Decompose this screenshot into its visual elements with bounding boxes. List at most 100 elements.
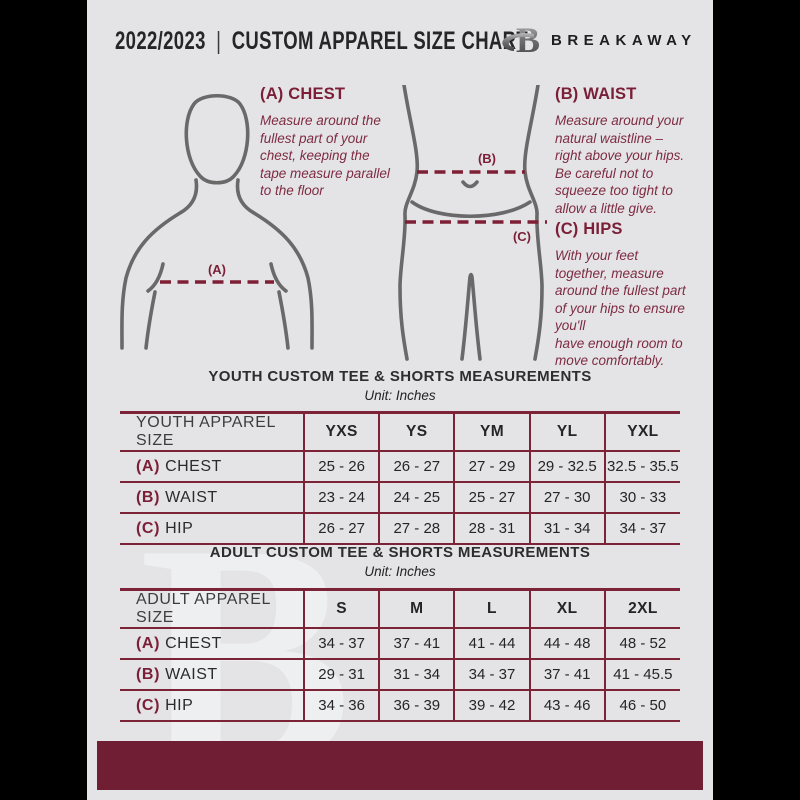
measure-value: 31 - 34 bbox=[378, 658, 455, 690]
measure-value: 41 - 45.5 bbox=[603, 658, 680, 690]
measure-value: 44 - 48 bbox=[528, 627, 605, 659]
row-prefix: (A) bbox=[136, 634, 161, 652]
adult-table-title: ADULT CUSTOM TEE & SHORTS MEASUREMENTS bbox=[209, 544, 591, 561]
measure-value: 27 - 30 bbox=[528, 481, 605, 513]
adult-size-header: ADULT APPAREL SIZE bbox=[136, 591, 271, 626]
measure-value: 34 - 37 bbox=[453, 658, 530, 690]
measure-value: 46 - 50 bbox=[603, 689, 680, 721]
adult-size-col: M bbox=[378, 589, 455, 628]
hips-instruction-body: With your feet together, measure around … bbox=[555, 248, 686, 369]
youth-size-header: YOUTH APPAREL SIZE bbox=[136, 414, 276, 449]
right-inner-arm bbox=[277, 290, 290, 350]
chest-instruction-body: Measure around the fullest part of your … bbox=[260, 113, 390, 199]
adult-table-title-block: ADULT CUSTOM TEE & SHORTS MEASUREMENTS U… bbox=[120, 544, 680, 579]
left-armpit bbox=[146, 262, 165, 293]
row-label: (B) WAIST bbox=[120, 658, 305, 690]
chest-instruction: (A) CHEST Measure around the fullest par… bbox=[260, 85, 460, 200]
row-prefix: (B) bbox=[136, 665, 161, 683]
hip-line-label: (C) bbox=[513, 229, 531, 244]
adult-hip-row: (C) HIP 34 - 36 36 - 39 39 - 42 43 - 46 … bbox=[120, 689, 680, 721]
row-name: WAIST bbox=[165, 665, 218, 683]
row-prefix: (C) bbox=[136, 519, 161, 537]
title-divider: | bbox=[216, 27, 222, 55]
waist-hips-figure: (B) (C) bbox=[398, 85, 547, 361]
measure-value: 36 - 39 bbox=[378, 689, 455, 721]
measure-value: 26 - 27 bbox=[303, 512, 380, 544]
chest-instruction-heading: (A) CHEST bbox=[260, 85, 346, 103]
hip-curve bbox=[410, 200, 532, 219]
row-name: CHEST bbox=[165, 634, 222, 652]
measure-value: 28 - 31 bbox=[453, 512, 530, 544]
left-body-side bbox=[398, 85, 420, 361]
measure-value: 29 - 31 bbox=[303, 658, 380, 690]
adult-header-row: ADULT APPAREL SIZE S M L XL 2XL bbox=[120, 589, 680, 628]
youth-size-col: YXS bbox=[303, 412, 380, 451]
measure-value: 41 - 44 bbox=[453, 627, 530, 659]
measure-value: 25 - 26 bbox=[303, 450, 380, 482]
measure-value: 37 - 41 bbox=[528, 658, 605, 690]
logo-letter: B bbox=[516, 20, 540, 60]
adult-size-col: 2XL bbox=[603, 589, 680, 628]
size-chart-page: 2022/2023 | CUSTOM APPAREL SIZE CHART B BR… bbox=[87, 0, 713, 800]
right-body-side bbox=[522, 85, 544, 361]
row-label: (C) HIP bbox=[120, 689, 305, 721]
youth-waist-row: (B) WAIST 23 - 24 24 - 25 25 - 27 27 - 3… bbox=[120, 481, 680, 513]
row-label: (B) WAIST bbox=[120, 481, 305, 513]
measure-value: 43 - 46 bbox=[528, 689, 605, 721]
measure-value: 37 - 41 bbox=[378, 627, 455, 659]
youth-header-row: YOUTH APPAREL SIZE YXS YS YM YL YXL bbox=[120, 412, 680, 451]
waist-instruction-body: Measure around your natural waistline – … bbox=[555, 113, 685, 216]
youth-size-col: YS bbox=[378, 412, 455, 451]
row-prefix: (C) bbox=[136, 696, 161, 714]
row-name: WAIST bbox=[165, 488, 218, 506]
adult-size-col: S bbox=[303, 589, 380, 628]
adult-size-col: L bbox=[453, 589, 530, 628]
measure-value: 25 - 27 bbox=[453, 481, 530, 513]
hips-instruction-heading: (C) HIPS bbox=[555, 220, 623, 238]
measure-value: 29 - 32.5 bbox=[528, 450, 605, 482]
row-label: (A) CHEST bbox=[120, 627, 305, 659]
left-inner-arm bbox=[144, 290, 157, 350]
footer-accent-bar bbox=[97, 741, 703, 790]
inner-leg-lines bbox=[460, 272, 482, 361]
right-shoulder-arm bbox=[235, 178, 314, 350]
youth-chest-row: (A) CHEST 25 - 26 26 - 27 27 - 29 29 - 3… bbox=[120, 450, 680, 482]
measure-value: 26 - 27 bbox=[378, 450, 455, 482]
measure-value: 27 - 28 bbox=[378, 512, 455, 544]
youth-table-title-block: YOUTH CUSTOM TEE & SHORTS MEASUREMENTS U… bbox=[120, 368, 680, 403]
row-name: HIP bbox=[165, 519, 194, 537]
measure-value: 23 - 24 bbox=[303, 481, 380, 513]
measure-value: 34 - 37 bbox=[303, 627, 380, 659]
measure-value: 34 - 36 bbox=[303, 689, 380, 721]
measure-value: 32.5 - 35.5 bbox=[603, 450, 680, 482]
youth-table-unit: Unit: Inches bbox=[364, 388, 436, 403]
measure-value: 39 - 42 bbox=[453, 689, 530, 721]
measure-value: 48 - 52 bbox=[603, 627, 680, 659]
adult-size-col: XL bbox=[528, 589, 605, 628]
waist-instruction-heading: (B) WAIST bbox=[555, 85, 637, 103]
breakaway-logo-icon: B bbox=[502, 20, 540, 60]
hips-instruction: (C) HIPS With your feet together, measur… bbox=[555, 220, 713, 370]
row-name: HIP bbox=[165, 696, 194, 714]
measure-value: 31 - 34 bbox=[528, 512, 605, 544]
adult-table-unit: Unit: Inches bbox=[364, 564, 436, 579]
youth-size-table: YOUTH APPAREL SIZE YXS YS YM YL YXL (A) … bbox=[120, 411, 680, 545]
measure-value: 27 - 29 bbox=[453, 450, 530, 482]
season-label: 2022/2023 bbox=[115, 27, 206, 55]
page-title: 2022/2023 | CUSTOM APPAREL SIZE CHART bbox=[115, 27, 528, 56]
logo-swoosh bbox=[502, 33, 534, 51]
row-label: (A) CHEST bbox=[120, 450, 305, 482]
adult-waist-row: (B) WAIST 29 - 31 31 - 34 34 - 37 37 - 4… bbox=[120, 658, 680, 690]
chest-line-label: (A) bbox=[208, 262, 226, 277]
adult-chest-row: (A) CHEST 34 - 37 37 - 41 41 - 44 44 - 4… bbox=[120, 627, 680, 659]
waist-instruction: (B) WAIST Measure around your natural wa… bbox=[555, 85, 713, 217]
waist-line-label: (B) bbox=[478, 151, 496, 166]
youth-size-col: YM bbox=[453, 412, 530, 451]
torso-figure: (A) bbox=[120, 93, 314, 350]
left-shoulder-arm bbox=[120, 178, 199, 350]
youth-hip-row: (C) HIP 26 - 27 27 - 28 28 - 31 31 - 34 … bbox=[120, 512, 680, 544]
row-prefix: (A) bbox=[136, 457, 161, 475]
head-outline bbox=[184, 93, 250, 185]
row-name: CHEST bbox=[165, 457, 222, 475]
right-armpit bbox=[269, 262, 288, 293]
